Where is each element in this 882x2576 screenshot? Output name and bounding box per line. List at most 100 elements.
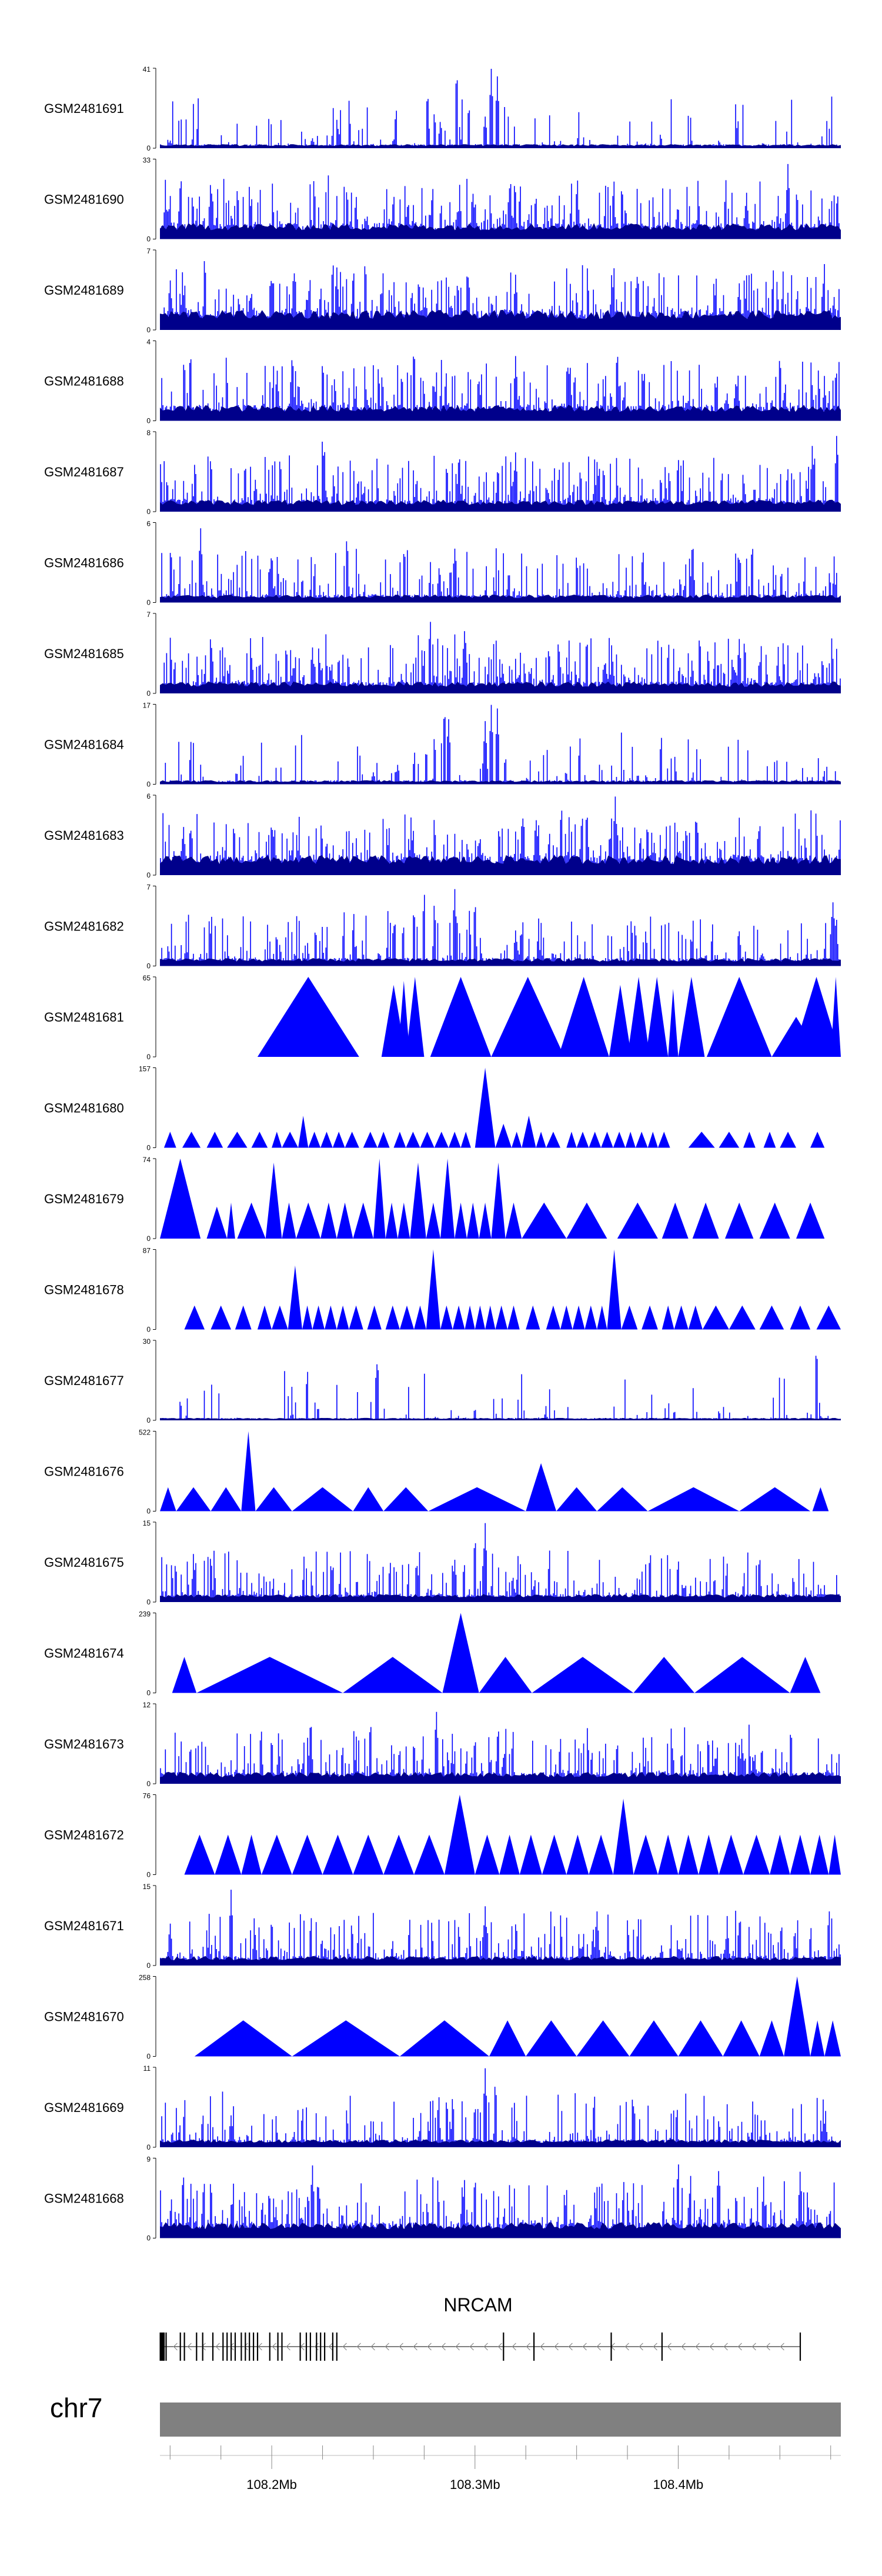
strand-arrow-icon (356, 2343, 361, 2351)
signal-triangle (184, 1305, 205, 1330)
signal-triangle (414, 1834, 445, 1875)
signal-triangle (442, 1613, 479, 1693)
chromosome-band (160, 2403, 841, 2437)
y-min-label: 0 (146, 689, 151, 698)
signal-triangle (613, 1798, 634, 1875)
signal-triangle (261, 1834, 292, 1875)
signal-triangle (349, 1305, 363, 1330)
signal-triangle (298, 1116, 309, 1148)
signal-triangle (292, 1834, 323, 1875)
genomic-axis: 108.2Mb 108.3Mb 108.4Mb (160, 2445, 841, 2492)
signal-triangle (810, 1834, 829, 1875)
y-max-label: 522 (139, 1429, 151, 1437)
strand-arrow-icon (582, 2343, 587, 2351)
signal-triangle (566, 1202, 607, 1239)
signal-triangle (597, 1305, 607, 1330)
strand-arrow-icon (243, 2343, 248, 2351)
signal-triangle (647, 1132, 658, 1148)
signal-triangle (601, 1132, 613, 1148)
exon (281, 2333, 283, 2361)
axis-tick-label: 108.4Mb (653, 2477, 704, 2492)
y-min-label: 0 (146, 1507, 151, 1516)
signal-triangle (621, 1305, 638, 1330)
signal-triangle (507, 1305, 520, 1330)
gene-name-label: NRCAM (443, 2294, 512, 2315)
signal-triangle (678, 1834, 699, 1875)
signal-triangle (532, 1657, 634, 1693)
signal-triangle (617, 1202, 658, 1239)
exon (299, 2333, 301, 2361)
signal-triangle (320, 1132, 333, 1148)
signal-triangle (302, 1305, 313, 1330)
signal-triangle (558, 977, 609, 1057)
signal-triangle (336, 1202, 353, 1239)
signal-triangle (662, 1305, 674, 1330)
track-GSM2481688: GSM2481688 4 0 (44, 338, 841, 425)
exon (196, 2333, 198, 2361)
signal-bars (160, 889, 841, 966)
signal-triangle (241, 1431, 256, 1511)
exon (249, 2333, 250, 2361)
signal-triangle (377, 1132, 390, 1148)
y-min-label: 0 (146, 1053, 151, 1061)
signal-triangle (452, 1305, 465, 1330)
signal-bars (160, 1711, 841, 1784)
signal-triangle (265, 1162, 282, 1239)
exon (234, 2333, 236, 2361)
y-max-label: 7 (146, 883, 151, 892)
y-max-label: 65 (143, 974, 151, 982)
track-label: GSM2481688 (44, 374, 124, 389)
signal-tracks: GSM2481691410GSM2481690330GSM248168970GS… (44, 65, 841, 2243)
track-GSM2481668: GSM2481668 9 0 (44, 2155, 841, 2243)
signal-bars (160, 69, 841, 148)
signal-triangle (526, 2020, 577, 2057)
signal-triangle (796, 1202, 825, 1239)
track-GSM2481672: GSM2481672 76 0 (44, 1792, 841, 1879)
y-min-label: 0 (146, 780, 151, 789)
track-label: GSM2481674 (44, 1646, 124, 1661)
exon (253, 2333, 255, 2361)
exon (179, 2333, 181, 2361)
y-max-label: 6 (146, 792, 151, 800)
strand-arrow-icon (596, 2343, 601, 2351)
signal-triangle (296, 1202, 321, 1239)
signal-triangle (759, 1305, 784, 1330)
signal-triangle (519, 1834, 542, 1875)
signal-triangle (780, 1132, 796, 1148)
signal-triangle (467, 1202, 479, 1239)
signal-triangle (576, 2020, 630, 2057)
signal-triangle (812, 1487, 829, 1511)
signal-triangle (790, 1834, 811, 1875)
signal-triangle (584, 1305, 597, 1330)
signal-triangle (792, 977, 841, 1057)
track-label: GSM2481682 (44, 919, 124, 934)
signal-triangle (828, 1834, 841, 1875)
exon (799, 2333, 801, 2361)
signal-triangle (694, 1657, 790, 1693)
signal-triangle (526, 1305, 540, 1330)
strand-arrow-icon (780, 2343, 784, 2351)
y-max-label: 9 (146, 2155, 151, 2164)
signal-triangle (725, 1202, 754, 1239)
track-GSM2481670: GSM2481670 258 0 (44, 1974, 841, 2061)
track-label: GSM2481685 (44, 646, 124, 661)
signal-triangle (455, 1202, 467, 1239)
strand-arrow-icon (554, 2343, 559, 2351)
signal-bars (160, 436, 841, 512)
exon (222, 2333, 224, 2361)
track-GSM2481681: GSM2481681 65 0 (44, 974, 841, 1061)
signal-triangle (399, 2020, 489, 2057)
strand-arrow-icon (639, 2343, 643, 2351)
strand-arrow-icon (342, 2343, 347, 2351)
signal-triangle (448, 1132, 461, 1148)
strand-arrow-icon (370, 2343, 375, 2351)
exon (503, 2333, 505, 2361)
track-label: GSM2481679 (44, 1192, 124, 1206)
signal-triangle (505, 1202, 522, 1239)
exon (226, 2333, 228, 2361)
gene-track: NRCAM (159, 2294, 801, 2361)
strand-arrow-icon (695, 2343, 700, 2351)
strand-arrow-icon (526, 2343, 530, 2351)
signal-triangle (206, 1132, 223, 1148)
signal-triangle (227, 1132, 248, 1148)
